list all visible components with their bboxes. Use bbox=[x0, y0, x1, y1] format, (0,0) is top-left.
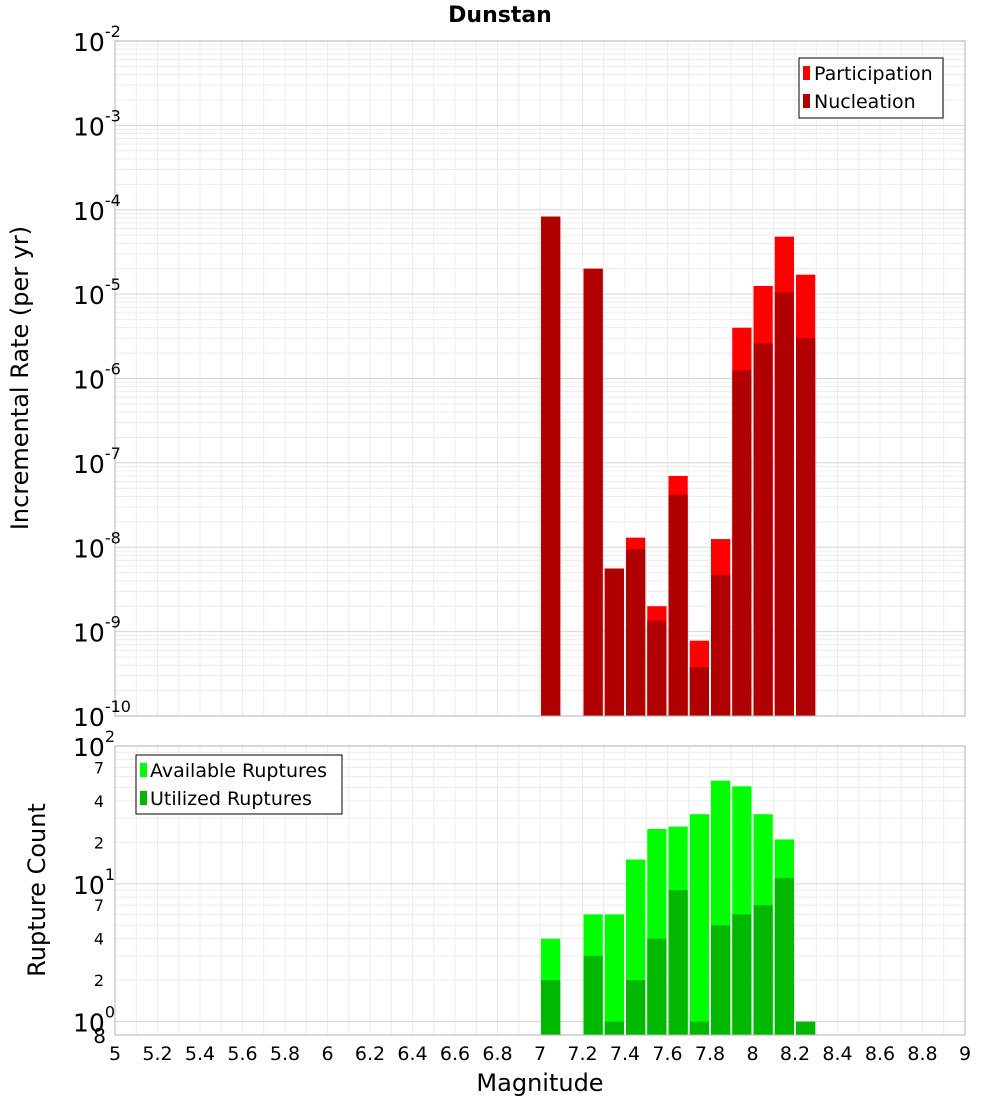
bottom-y-axis-label: Rupture Count bbox=[23, 803, 51, 977]
x-tick-label: 8.2 bbox=[780, 1043, 810, 1065]
nucleation-bar bbox=[604, 568, 624, 716]
x-tick-label: 6.8 bbox=[482, 1043, 512, 1065]
x-tick-label: 5.8 bbox=[270, 1043, 300, 1065]
available-ruptures-bar bbox=[689, 814, 709, 1035]
bottom-y-minor-tick-label: 4 bbox=[94, 792, 104, 811]
bottom-y-tick-label: 101 bbox=[73, 865, 115, 900]
nucleation-bar bbox=[753, 343, 773, 716]
nucleation-bar bbox=[689, 667, 709, 716]
top-gridlines bbox=[114, 41, 966, 717]
x-tick-label: 6.6 bbox=[440, 1043, 470, 1065]
x-axis-label: Magnitude bbox=[476, 1069, 603, 1097]
top-y-tick-label: 10-4 bbox=[73, 191, 121, 226]
x-tick-label: 5.6 bbox=[227, 1043, 257, 1065]
utilized-ruptures-bar bbox=[541, 980, 561, 1035]
nucleation-bar bbox=[583, 268, 603, 716]
x-tick-label: 6 bbox=[321, 1043, 333, 1065]
utilized-ruptures-bar bbox=[732, 914, 752, 1035]
legend-swatch-utilized-ruptures bbox=[140, 791, 147, 805]
x-tick-labels: 5 5.2 5.4 5.6 5.8 6 6.2 6.4 6.6 6.8 7 7.2 7.4 7.6 7.8 8… bbox=[109, 1043, 971, 1065]
utilized-ruptures-bar bbox=[668, 890, 688, 1035]
utilized-ruptures-bar bbox=[647, 938, 667, 1035]
top-y-tick-label: 10-6 bbox=[73, 360, 121, 395]
nucleation-bar bbox=[541, 216, 561, 716]
bottom-y-tick-label: 102 bbox=[73, 727, 115, 762]
x-tick-label: 5.4 bbox=[185, 1043, 215, 1065]
x-tick-label: 6.2 bbox=[355, 1043, 385, 1065]
bottom-y-minor-tick-label: 2 bbox=[94, 971, 104, 990]
bottom-y-tick-label: 100 bbox=[73, 1003, 115, 1038]
utilized-ruptures-bar bbox=[583, 955, 603, 1035]
x-tick-label: 5.2 bbox=[142, 1043, 172, 1065]
x-tick-label: 7.6 bbox=[652, 1043, 682, 1065]
bottom-legend: Available Ruptures Utilized Ruptures bbox=[135, 754, 343, 815]
x-tick-label: 7 bbox=[534, 1043, 546, 1065]
nucleation-bar bbox=[647, 620, 667, 716]
utilized-ruptures-bar bbox=[774, 878, 794, 1035]
top-y-tick-label: 10-9 bbox=[73, 613, 121, 648]
top-y-tick-label: 10-2 bbox=[73, 22, 121, 57]
top-y-tick-label: 10-3 bbox=[73, 106, 121, 141]
top-plot-frame bbox=[114, 40, 966, 717]
x-tick-label: 8.6 bbox=[865, 1043, 895, 1065]
legend-swatch-participation bbox=[803, 66, 810, 80]
utilized-ruptures-bar bbox=[753, 905, 773, 1035]
chart-title: Dunstan bbox=[448, 3, 552, 28]
x-tick-label: 7.8 bbox=[695, 1043, 725, 1065]
bottom-y-minor-tick-label: 8 bbox=[93, 1024, 106, 1048]
bottom-bars bbox=[541, 780, 816, 1035]
bottom-y-minor-tick-label: 2 bbox=[94, 833, 104, 852]
utilized-ruptures-bar bbox=[796, 1021, 816, 1035]
legend-swatch-nucleation bbox=[803, 94, 810, 108]
nucleation-bar bbox=[796, 338, 816, 716]
utilized-ruptures-bar bbox=[626, 980, 646, 1035]
x-tick-label: 8.8 bbox=[907, 1043, 937, 1065]
nucleation-bar bbox=[711, 574, 731, 716]
top-legend-box bbox=[798, 57, 944, 119]
x-tick-label: 8.4 bbox=[822, 1043, 852, 1065]
bottom-y-tick-labels: 100 101 102 8 2 4 7 2 4 7 bbox=[73, 727, 115, 1048]
utilized-ruptures-bar bbox=[689, 1021, 709, 1035]
top-legend: Participation Nucleation bbox=[798, 57, 944, 119]
top-y-tick-label: 10-7 bbox=[73, 444, 121, 479]
utilized-ruptures-bar bbox=[604, 1021, 624, 1035]
legend-label-utilized-ruptures: Utilized Ruptures bbox=[150, 788, 312, 810]
utilized-ruptures-bar bbox=[711, 925, 731, 1035]
bottom-plot-frame bbox=[114, 745, 966, 1036]
legend-label-available-ruptures: Available Ruptures bbox=[150, 760, 327, 782]
top-y-tick-label: 10-8 bbox=[73, 528, 121, 563]
x-tick-label: 5 bbox=[109, 1043, 121, 1065]
top-y-tick-label: 10-5 bbox=[73, 275, 121, 310]
top-y-tick-label: 10-10 bbox=[73, 697, 131, 732]
nucleation-bar bbox=[732, 370, 752, 716]
nucleation-bar bbox=[668, 494, 688, 716]
bottom-legend-box bbox=[135, 754, 343, 815]
x-tick-label: 6.4 bbox=[397, 1043, 427, 1065]
x-tick-label: 9 bbox=[959, 1043, 971, 1065]
nucleation-bar bbox=[774, 292, 794, 716]
available-ruptures-bar bbox=[604, 914, 624, 1035]
x-tick-label: 8 bbox=[746, 1043, 758, 1065]
top-y-axis-label: Incremental Rate (per yr) bbox=[6, 226, 34, 530]
legend-label-participation: Participation bbox=[814, 63, 933, 85]
x-tick-label: 7.4 bbox=[610, 1043, 640, 1065]
nucleation-bar bbox=[626, 549, 646, 716]
top-bars bbox=[541, 216, 816, 716]
legend-label-nucleation: Nucleation bbox=[814, 91, 916, 113]
x-tick-label: 7.2 bbox=[567, 1043, 597, 1065]
legend-swatch-available-ruptures bbox=[140, 763, 147, 777]
bottom-y-minor-tick-label: 7 bbox=[94, 758, 104, 777]
top-y-tick-labels: 10-10 10-9 10-8 10-7 10-6 10-5 10-4 10-3 10-2 bbox=[73, 22, 131, 732]
bottom-y-minor-tick-label: 4 bbox=[94, 930, 104, 949]
bottom-y-minor-tick-label: 7 bbox=[94, 896, 104, 915]
